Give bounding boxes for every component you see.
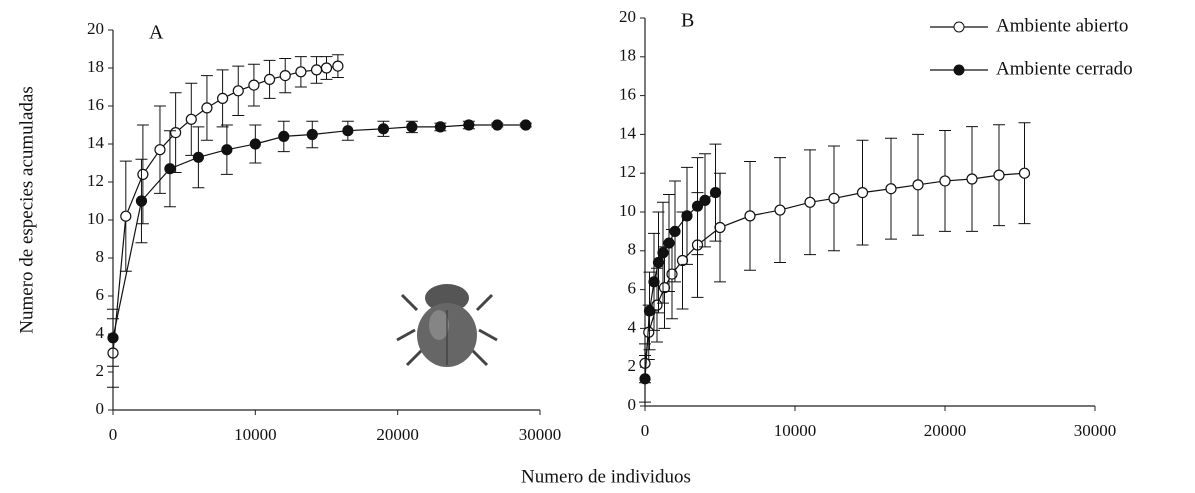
y-tick-label: 12 (619, 162, 636, 181)
point (828, 192, 840, 205)
y-tick-label: 10 (619, 201, 636, 220)
point (856, 187, 869, 199)
point (639, 373, 651, 385)
point (332, 60, 344, 72)
point (699, 194, 711, 206)
point (774, 204, 786, 216)
x-tick-label: 20000 (376, 425, 419, 444)
x-tick-label: 20000 (924, 421, 967, 440)
point (249, 138, 261, 150)
y-tick-label: 6 (96, 285, 105, 304)
point (406, 121, 418, 133)
point (520, 119, 532, 131)
point (669, 225, 681, 237)
y-tick-label: 14 (619, 123, 637, 142)
series-line (112, 65, 338, 354)
point (744, 210, 756, 222)
point (342, 125, 354, 137)
y-tick-label: 16 (619, 85, 636, 104)
y-tick-label: 18 (87, 57, 104, 76)
point (714, 221, 726, 234)
point (279, 69, 291, 82)
point (295, 66, 307, 78)
x-tick-label: 10000 (774, 421, 817, 440)
y-tick-label: 20 (87, 19, 104, 38)
point (1018, 167, 1031, 179)
legend-marker (953, 21, 965, 33)
point (154, 144, 166, 156)
y-tick-label: 0 (628, 395, 637, 414)
point (192, 151, 204, 163)
y-tick-label: 4 (96, 323, 105, 342)
point (278, 130, 290, 142)
point (939, 175, 951, 187)
point (120, 210, 132, 222)
legend-label: Ambiente cerrado (996, 58, 1133, 79)
y-tick-label: 8 (96, 247, 105, 266)
point (320, 62, 333, 74)
point (463, 119, 475, 131)
y-tick-label: 16 (87, 95, 104, 114)
point (232, 85, 244, 97)
point (691, 200, 704, 212)
point (912, 179, 924, 191)
point (709, 187, 722, 199)
y-tick-label: 6 (628, 279, 637, 298)
point (804, 196, 816, 208)
point (652, 256, 665, 269)
point (993, 169, 1005, 181)
point (491, 119, 503, 131)
x-tick-label: 0 (641, 421, 650, 440)
x-tick-label: 30000 (1074, 421, 1117, 440)
y-tick-label: 20 (619, 7, 636, 26)
point (657, 247, 669, 259)
panel-label: B (681, 10, 694, 32)
point (663, 237, 675, 249)
point (221, 144, 233, 156)
point (201, 102, 213, 114)
point (377, 123, 390, 135)
point (885, 183, 897, 195)
y-tick-label: 0 (96, 399, 105, 418)
point (263, 73, 276, 86)
y-tick-label: 12 (87, 171, 104, 190)
point (164, 163, 176, 175)
point (966, 173, 978, 185)
point (648, 276, 660, 288)
y-tick-label: 14 (87, 133, 105, 152)
y-axis-label: Numero de especies acumuladas (16, 86, 37, 333)
legend-marker (953, 64, 965, 76)
y-tick-label: 2 (96, 361, 105, 380)
x-tick-label: 10000 (234, 425, 277, 444)
x-tick-label: 30000 (519, 425, 562, 444)
point (310, 64, 323, 76)
point (248, 79, 260, 91)
legend-label: Ambiente abierto (996, 15, 1128, 36)
point (643, 305, 656, 317)
point (137, 168, 149, 180)
x-axis-label: Numero de individuos (521, 466, 691, 487)
y-tick-label: 10 (87, 209, 104, 228)
point (216, 92, 229, 105)
x-tick-label: 0 (109, 425, 118, 444)
point (107, 332, 119, 344)
y-tick-label: 18 (619, 46, 636, 65)
point (681, 210, 693, 222)
y-tick-label: 2 (628, 356, 637, 375)
point (185, 113, 197, 125)
y-tick-label: 8 (628, 240, 637, 259)
panel-label: A (149, 22, 164, 44)
point (306, 128, 318, 141)
point (434, 121, 446, 133)
y-tick-label: 4 (628, 317, 637, 336)
point (170, 127, 182, 139)
point (135, 195, 148, 207)
beetle-icon (396, 284, 498, 367)
